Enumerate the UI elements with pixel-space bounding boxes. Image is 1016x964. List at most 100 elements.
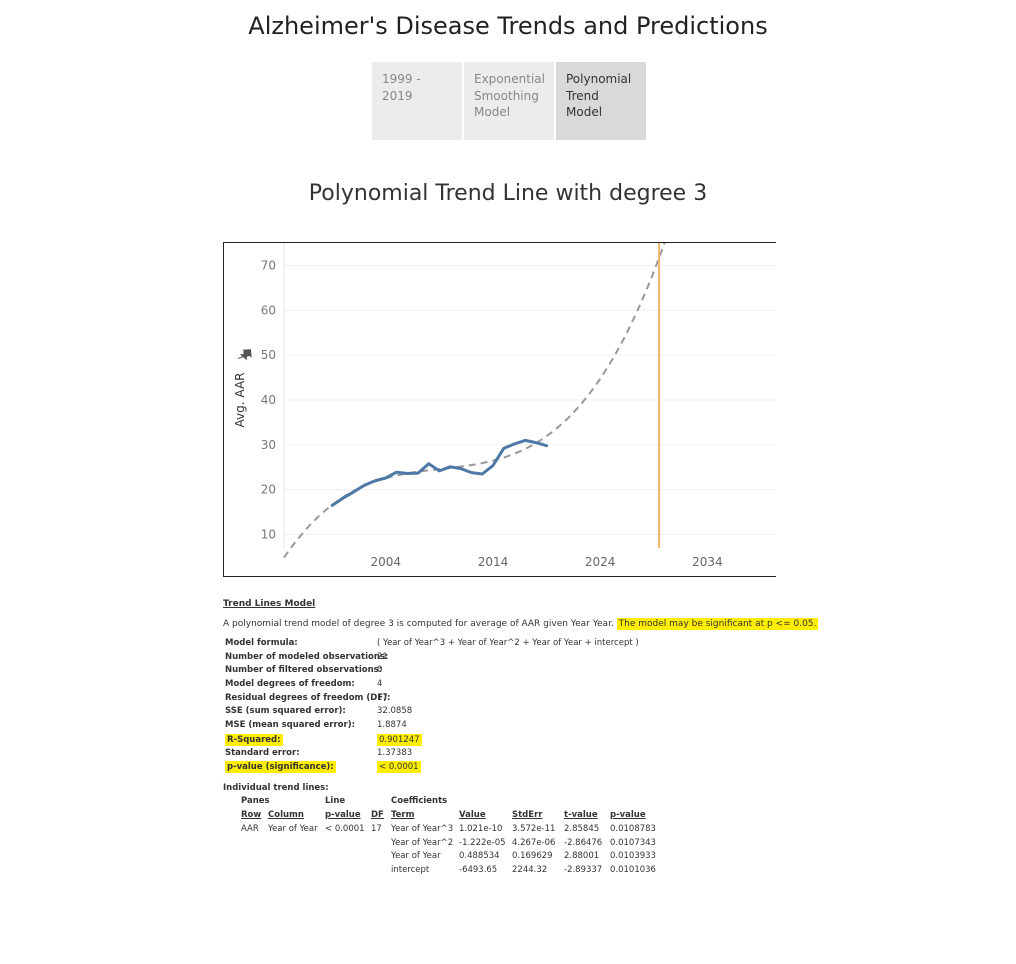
stat-key: Residual degrees of freedom (DF): xyxy=(225,692,391,703)
term-cell-term: Year of Year^3 xyxy=(391,823,454,834)
stat-key: Model formula: xyxy=(225,638,298,648)
trend-lines-grid: Panes Line Coefficients Row Column p-val… xyxy=(223,793,783,883)
cell-row: AAR xyxy=(241,823,259,834)
series-line xyxy=(330,438,549,507)
term-cell-stderr: 0.169629 xyxy=(512,851,553,862)
header-row: Row xyxy=(241,809,262,820)
x-tick-label: 2034 xyxy=(692,555,723,569)
stat-value: 21 xyxy=(377,651,388,662)
cell-df: 17 xyxy=(371,823,382,834)
model-stat-row: Number of modeled observations: 21 xyxy=(223,652,783,666)
tab-label: Trend Model xyxy=(566,88,603,120)
header-value: Value xyxy=(459,809,486,820)
header-df: DF xyxy=(371,809,384,820)
chart-title: Polynomial Trend Line with degree 3 xyxy=(308,181,708,206)
y-tick-label: 70 xyxy=(261,258,276,272)
stat-key: Model degrees of freedom: xyxy=(225,679,355,690)
y-tick-label: 20 xyxy=(261,483,276,497)
term-cell-term: Year of Year^2 xyxy=(391,837,454,848)
term-cell-value: 0.488534 xyxy=(459,851,500,862)
desc-text: A polynomial trend model of degree 3 is … xyxy=(223,619,617,629)
stat-key: Number of modeled observations: xyxy=(225,651,389,662)
model-stat-row: Standard error: 1.37383 xyxy=(223,748,783,762)
stat-value: 0.901247 xyxy=(377,733,422,746)
stat-value: 4 xyxy=(377,679,383,690)
stats-description: A polynomial trend model of degree 3 is … xyxy=(223,618,819,630)
header-column: Column xyxy=(268,809,304,820)
header-line-pvalue: p-value xyxy=(325,809,361,820)
page-title: Alzheimer's Disease Trends and Predictio… xyxy=(248,12,768,40)
y-tick-label: 40 xyxy=(261,393,276,407)
term-cell-stderr: 3.572e-11 xyxy=(512,823,556,834)
tab-label: Model xyxy=(474,105,511,119)
term-cell-t: 2.85845 xyxy=(564,823,600,834)
header-stderr: StdErr xyxy=(512,809,543,820)
tab-label: Smoothing xyxy=(474,88,539,103)
term-cell-term: Year of Year xyxy=(391,851,441,862)
stat-value: 1.37383 xyxy=(377,747,413,758)
individual-label: Individual trend lines: xyxy=(223,782,329,793)
model-stat-row: Number of filtered observations: 0 xyxy=(223,665,783,679)
term-cell-p: 0.0108783 xyxy=(610,823,656,834)
stat-key: SSE (sum squared error): xyxy=(225,706,346,717)
header-pvalue: p-value xyxy=(610,809,646,820)
stat-key: MSE (mean squared error): xyxy=(225,720,355,731)
tab-polynomial-trend[interactable]: Polynomial Trend Model xyxy=(556,62,646,140)
x-tick-label: 2024 xyxy=(585,555,616,569)
tab-label: 1999 - 2019 xyxy=(382,72,421,103)
model-table: Model formula: ( Year of Year^3 + Year of… xyxy=(223,638,783,775)
trend-stats-panel: Trend Lines Model A polynomial trend mod… xyxy=(223,599,819,883)
tab-label: Polynomial xyxy=(566,72,632,86)
trend-line xyxy=(283,243,666,559)
term-cell-p: 0.0101036 xyxy=(610,864,656,875)
group-coefficients: Coefficients xyxy=(391,795,448,806)
y-tick-label: 10 xyxy=(261,528,276,542)
group-line: Line xyxy=(325,795,346,806)
tab-bar: 1999 - 2019 Exponential Smoothing Model … xyxy=(372,62,646,140)
tab-1999-2019[interactable]: 1999 - 2019 xyxy=(372,62,462,140)
term-cell-t: -2.86476 xyxy=(564,837,603,848)
term-cell-p: 0.0103933 xyxy=(610,851,656,862)
header-tvalue: t-value xyxy=(564,809,598,820)
stat-value: ( Year of Year^3 + Year of Year^2 + Year… xyxy=(377,638,639,648)
stat-key: p-value (significance): xyxy=(225,761,336,774)
term-cell-t: 2.88001 xyxy=(564,851,600,862)
model-stat-row: MSE (mean squared error): 1.8874 xyxy=(223,720,783,734)
model-stat-row: Model degrees of freedom: 4 xyxy=(223,679,783,693)
cell-column: Year of Year xyxy=(268,823,318,834)
model-stat-row: Model formula: ( Year of Year^3 + Year of… xyxy=(223,638,783,652)
stat-key: Standard error: xyxy=(225,747,300,758)
term-cell-stderr: 2244.32 xyxy=(512,864,548,875)
pin-icon xyxy=(237,349,252,361)
stat-value: 0 xyxy=(377,665,383,676)
y-tick-label: 30 xyxy=(261,438,276,452)
chart-area[interactable]: 10 20 30 40 50 60 70 2004 2014 2024 2034 Avg. AAR xyxy=(223,242,776,577)
x-tick-label: 2014 xyxy=(478,555,509,569)
term-cell-t: -2.89337 xyxy=(564,864,603,875)
header-term: Term xyxy=(391,809,415,820)
y-tick-label: 50 xyxy=(261,348,276,362)
term-cell-value: -6493.65 xyxy=(459,864,498,875)
term-cell-stderr: 4.267e-06 xyxy=(512,837,556,848)
group-panes: Panes xyxy=(241,795,270,806)
individual-trend-lines: Individual trend lines: Panes Line Coeff… xyxy=(223,783,783,883)
model-stat-row: p-value (significance): < 0.0001 xyxy=(223,761,783,775)
stat-key: R-Squared: xyxy=(225,733,283,746)
tab-label: Exponential xyxy=(474,72,545,86)
desc-highlight: The model may be significant at p <= 0.0… xyxy=(616,618,819,630)
stat-key: Number of filtered observations: xyxy=(225,665,383,676)
term-cell-p: 0.0107343 xyxy=(610,837,656,848)
y-tick-label: 60 xyxy=(261,303,276,317)
stat-value: < 0.0001 xyxy=(377,761,421,774)
term-cell-value: -1.222e-05 xyxy=(459,837,506,848)
stat-value: 1.8874 xyxy=(377,720,407,731)
term-cell-term: intercept xyxy=(391,864,430,875)
term-cell-value: 1.021e-10 xyxy=(459,823,503,834)
tab-exponential-smoothing[interactable]: Exponential Smoothing Model xyxy=(464,62,554,140)
stat-value: 32.0858 xyxy=(377,706,413,717)
stats-heading: Trend Lines Model xyxy=(223,599,316,609)
model-stat-row: SSE (sum squared error): 32.0858 xyxy=(223,706,783,720)
line-chart[interactable]: 10 20 30 40 50 60 70 2004 2014 2024 2034 Avg. AAR xyxy=(224,243,776,577)
cell-line-pvalue: < 0.0001 xyxy=(325,823,365,834)
model-stat-row: Residual degrees of freedom (DF): 17 xyxy=(223,693,783,707)
